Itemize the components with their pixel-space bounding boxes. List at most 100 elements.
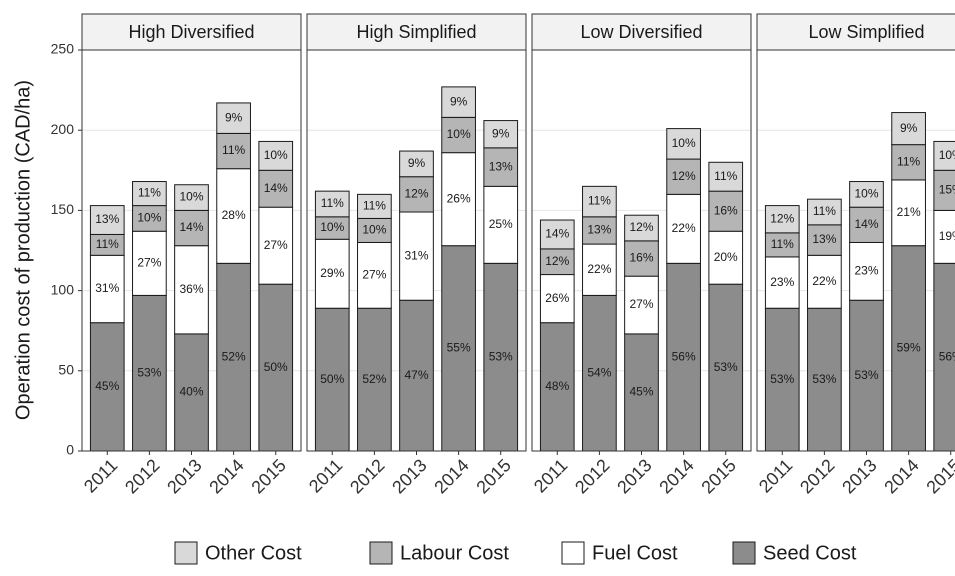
bar-segment [314, 238, 350, 309]
bar-segment [539, 219, 575, 250]
segment-label: 22% [672, 221, 696, 235]
bar-segment [539, 322, 575, 452]
bar-segment [258, 283, 294, 452]
segment-label: 12% [770, 211, 794, 225]
bar-segment [258, 140, 294, 171]
strip [756, 13, 955, 51]
segment-label: 14% [545, 227, 569, 241]
segment-label: 9% [900, 121, 918, 135]
segment-label: 40% [179, 385, 203, 399]
segment-label: 55% [447, 341, 471, 355]
bar-segment [483, 147, 519, 187]
bar-segment [216, 168, 251, 264]
segment-label: 31% [95, 281, 119, 295]
segment-label: 10% [320, 220, 344, 234]
segment-label: 29% [320, 266, 344, 280]
x-tick-label: 2013 [838, 455, 880, 497]
y-tick-label: 50 [58, 362, 74, 378]
bar-segment [539, 274, 575, 324]
bar-segment [666, 193, 701, 264]
bar-segment [624, 214, 659, 242]
bar-segment [399, 299, 434, 452]
bar-segment [132, 230, 167, 296]
legend-label: Other Cost [205, 542, 302, 564]
segment-label: 23% [770, 275, 794, 289]
segment-label: 10% [939, 148, 955, 162]
segment-label: 10% [179, 190, 203, 204]
segment-label: 23% [854, 264, 878, 278]
segment-label: 31% [404, 248, 428, 262]
bar-segment [933, 140, 955, 171]
legend-label: Seed Cost [763, 542, 857, 564]
segment-label: 52% [222, 349, 246, 363]
segment-label: 53% [489, 349, 513, 363]
legend-label: Labour Cost [400, 542, 509, 564]
bar-segment [441, 245, 476, 452]
segment-label: 22% [587, 262, 611, 276]
segment-label: 16% [629, 251, 653, 265]
segment-label: 53% [812, 372, 836, 386]
bar-segment [624, 275, 659, 335]
bar-segment [891, 179, 926, 247]
bar-segment [708, 161, 744, 192]
segment-label: 12% [545, 254, 569, 268]
segment-label: 13% [812, 232, 836, 246]
bar-segment [314, 190, 350, 218]
segment-label: 9% [450, 94, 468, 108]
bar-segment [849, 206, 884, 243]
bar-segment [441, 86, 476, 118]
segment-label: 52% [362, 372, 386, 386]
segment-label: 27% [362, 268, 386, 282]
segment-label: 21% [897, 205, 921, 219]
strip [306, 13, 527, 51]
segment-label: 9% [492, 126, 510, 140]
segment-label: 11% [714, 169, 737, 183]
bar-segment [132, 294, 167, 452]
segment-label: 19% [939, 229, 955, 243]
bar-segment [132, 205, 167, 232]
bar-segment [174, 209, 209, 247]
bar-segment [849, 181, 884, 208]
segment-label: 10% [447, 127, 471, 141]
bar-segment [891, 144, 926, 181]
segment-label: 15% [939, 183, 955, 197]
bar-segment [764, 205, 800, 234]
x-tick-label: 2015 [472, 455, 514, 497]
segment-label: 45% [95, 379, 119, 393]
x-tick-label: 2011 [305, 455, 347, 497]
segment-label: 45% [629, 385, 653, 399]
segment-label: 28% [222, 208, 246, 222]
segment-label: 10% [264, 148, 288, 162]
x-tick-label: 2012 [346, 455, 388, 497]
y-tick-label: 200 [51, 121, 75, 137]
x-tick-label: 2014 [430, 455, 472, 497]
bar-segment [807, 254, 842, 309]
segment-label: 22% [812, 274, 836, 288]
segment-label: 53% [854, 368, 878, 382]
bar-segment [357, 307, 392, 452]
bar-segment [132, 181, 167, 207]
bar-segment [399, 150, 434, 178]
segment-label: 9% [225, 110, 243, 124]
segment-label: 13% [489, 159, 513, 173]
bar-segment [357, 193, 392, 219]
x-tick-label: 2014 [880, 455, 922, 497]
segment-label: 26% [447, 191, 471, 205]
segment-label: 12% [672, 169, 696, 183]
strip-title: Low Simplified [808, 22, 924, 42]
strip [81, 13, 302, 51]
x-tick-label: 2015 [922, 455, 955, 497]
segment-label: 11% [813, 204, 836, 218]
segment-label: 50% [320, 372, 344, 386]
y-tick-label: 150 [51, 201, 75, 217]
x-tick-label: 2011 [755, 455, 797, 497]
segment-label: 27% [629, 297, 653, 311]
bar-segment [624, 333, 659, 452]
segment-label: 48% [545, 379, 569, 393]
segment-label: 13% [587, 223, 611, 237]
bar-segment [764, 256, 800, 309]
bar-segment [399, 176, 434, 213]
legend-swatch [174, 541, 198, 565]
x-tick-label: 2015 [247, 455, 289, 497]
